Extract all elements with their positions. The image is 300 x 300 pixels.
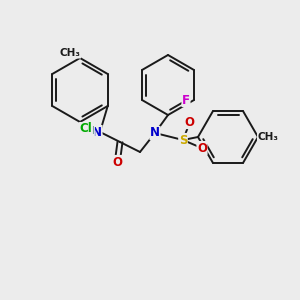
Text: O: O [197,142,207,154]
Text: CH₃: CH₃ [257,132,278,142]
Text: O: O [112,155,122,169]
Text: S: S [179,134,187,146]
Text: CH₃: CH₃ [59,48,80,58]
Text: H: H [85,126,94,136]
Text: N: N [92,125,102,139]
Text: O: O [184,116,194,128]
Text: Cl: Cl [80,122,92,136]
Text: F: F [182,94,190,106]
Text: N: N [150,127,160,140]
